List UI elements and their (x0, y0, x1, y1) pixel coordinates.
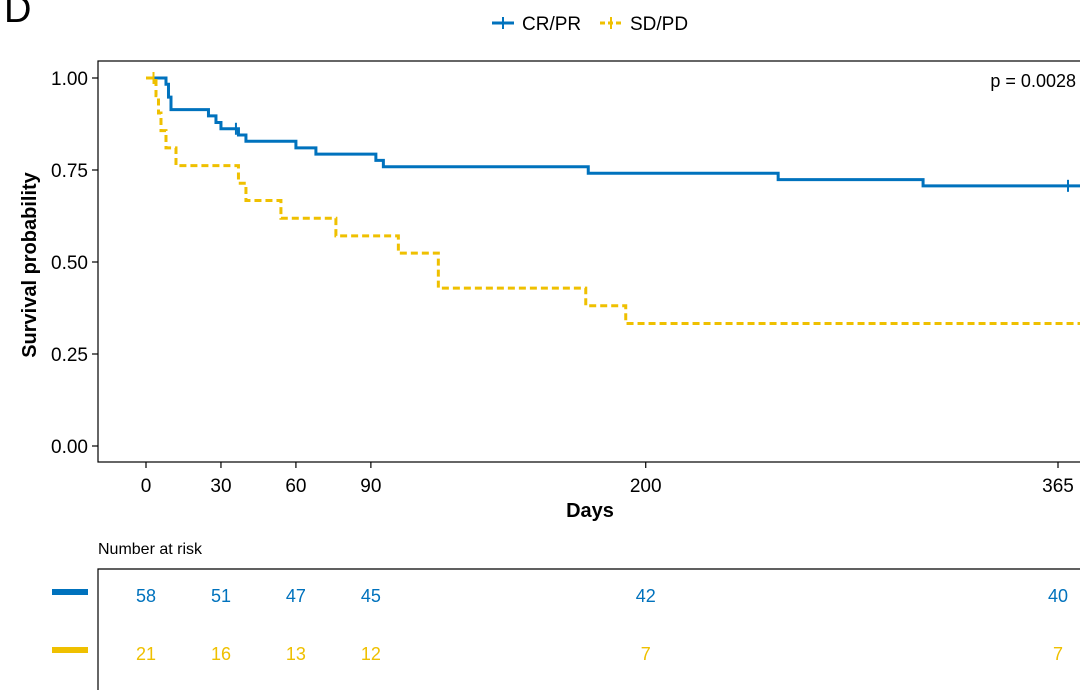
risk-count: 40 (1048, 586, 1068, 606)
risk-table-frame (97, 568, 1080, 690)
risk-count: 47 (286, 586, 306, 606)
x-tick-label: 200 (630, 476, 662, 497)
y-axis: 0.00 0.25 0.50 0.75 1.00 (51, 69, 98, 458)
y-axis-label: Survival probability (19, 171, 41, 357)
x-tick-label: 60 (285, 476, 306, 497)
legend-label-sd-pd: SD/PD (630, 14, 688, 35)
y-tick-label: 0.75 (51, 161, 88, 182)
plot-frame (97, 60, 1080, 463)
p-value-annotation: p = 0.0028 (990, 71, 1076, 91)
risk-count: 7 (641, 644, 651, 664)
x-tick-label: 90 (360, 476, 381, 497)
y-tick-label: 0.25 (51, 345, 88, 366)
risk-count: 12 (361, 644, 381, 664)
survival-curves (146, 72, 1080, 325)
risk-count: 42 (636, 586, 656, 606)
x-tick-label: 30 (210, 476, 231, 497)
x-axis-label: Days (566, 500, 614, 522)
risk-count: 45 (361, 586, 381, 606)
survival-curve-sd-pd (146, 76, 1080, 325)
legend-item-sd-pd: SD/PD (600, 14, 688, 35)
risk-count: 51 (211, 586, 231, 606)
risk-count: 21 (136, 644, 156, 664)
survival-curve-cr-pr (146, 76, 1080, 188)
risk-row-swatch (52, 589, 88, 595)
risk-count: 7 (1053, 644, 1063, 664)
y-tick-label: 0.50 (51, 253, 88, 274)
risk-count: 58 (136, 586, 156, 606)
risk-row-swatch (52, 647, 88, 653)
x-axis: 0 30 60 90 200 365 (141, 462, 1074, 497)
legend: CR/PR SD/PD (492, 14, 688, 35)
legend-label-cr-pr: CR/PR (522, 14, 581, 35)
y-tick-label: 1.00 (51, 69, 88, 90)
risk-count: 16 (211, 644, 231, 664)
risk-table: 58 51 47 45 42 40 21 16 13 12 7 7 (52, 586, 1068, 664)
risk-table-title: Number at risk (98, 541, 203, 558)
legend-item-cr-pr: CR/PR (492, 14, 581, 35)
x-tick-label: 0 (141, 476, 152, 497)
y-tick-label: 0.00 (51, 437, 88, 458)
risk-count: 13 (286, 644, 306, 664)
x-tick-label: 365 (1042, 476, 1074, 497)
panel-label: D (4, 0, 31, 31)
